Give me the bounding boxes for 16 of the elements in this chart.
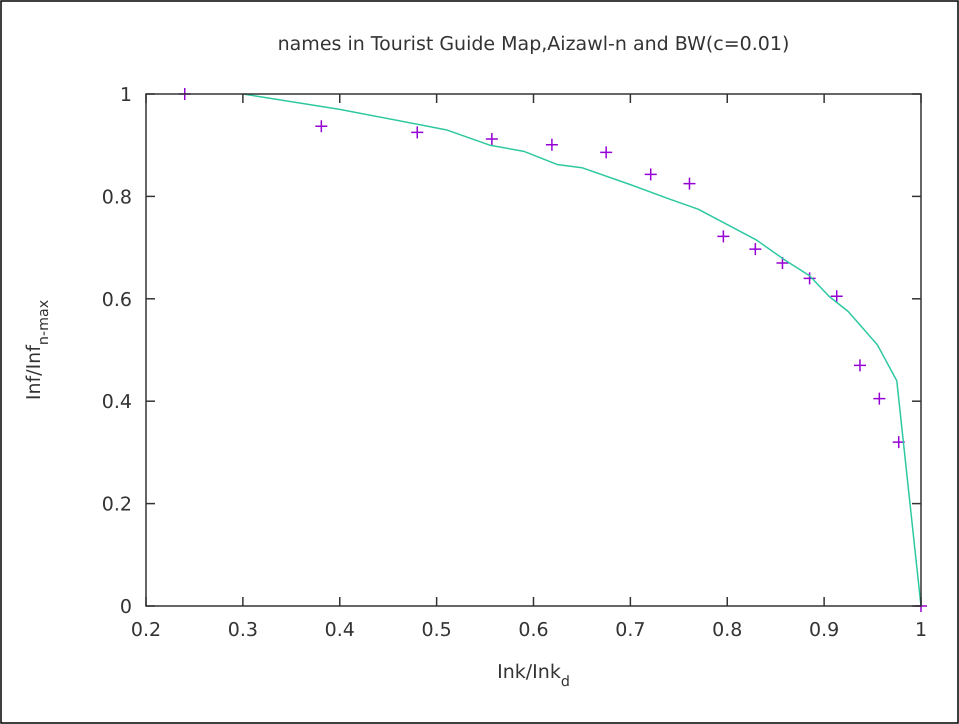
y-tick-label: 0	[120, 596, 132, 618]
x-tick-label: 0.6	[518, 619, 549, 641]
x-tick-label: 0.5	[422, 619, 452, 641]
chart-title: names in Tourist Guide Map,Aizawl-n and BW(c=0.01)	[278, 33, 790, 55]
y-tick-label: 1	[120, 84, 132, 106]
x-tick-label: 0.3	[228, 619, 258, 641]
y-tick-label: 0.4	[102, 391, 132, 414]
y-tick-label: 0.2	[102, 494, 132, 516]
x-axis-title: Ink/Ink$_{d}$	[497, 661, 570, 690]
y-tick-label: 0.6	[102, 288, 132, 311]
y-tick-label: 0.8	[102, 186, 132, 208]
x-tick-label: 0.9	[809, 619, 840, 641]
x-tick-label: 0.7	[615, 619, 646, 641]
x-tick-label: 0.4	[324, 619, 355, 641]
x-tick-label: 1	[914, 619, 928, 641]
x-tick-label: 0.8	[712, 619, 742, 641]
